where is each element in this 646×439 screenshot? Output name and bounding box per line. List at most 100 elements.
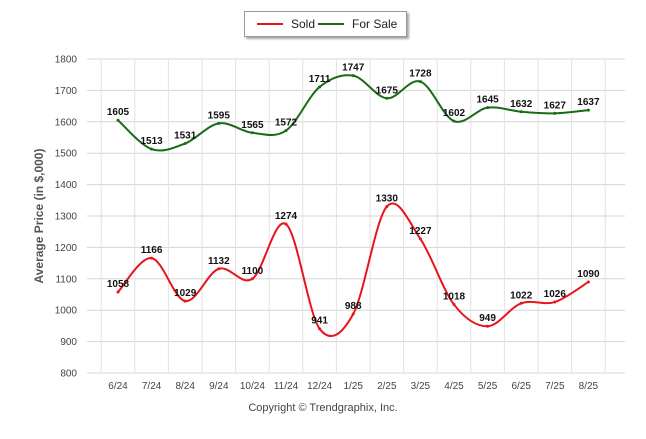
point-sold-11 [486, 324, 490, 328]
data-label-sold-1: 1166 [141, 245, 163, 256]
legend-swatch-for-sale [318, 22, 344, 25]
data-label-for-sale-14: 1637 [577, 97, 600, 108]
x-tick-label-3: 9/24 [209, 381, 229, 392]
series-line-sold [117, 202, 589, 337]
data-label-sold-7: 988 [345, 301, 362, 312]
x-tick-label-11: 5/25 [478, 381, 498, 392]
label-layer: 1058 1166 1029 1132 1100 1274 941 988 1330 1227 10… [107, 63, 600, 327]
point-sold-13 [553, 300, 557, 304]
data-label-sold-14: 1090 [577, 269, 600, 280]
y-tick-label-1400: 1400 [55, 180, 78, 191]
point-sold-12 [519, 301, 523, 305]
point-for-sale-5 [284, 129, 288, 133]
point-for-sale-6 [318, 85, 322, 89]
point-sold-1 [150, 256, 154, 260]
y-tick-label-1300: 1300 [55, 212, 78, 223]
y-tick-label-1000: 1000 [55, 306, 78, 317]
legend: Sold For Sale [244, 11, 407, 37]
data-label-for-sale-11: 1645 [476, 95, 499, 106]
point-for-sale-8 [385, 96, 389, 100]
y-tick-label-900: 900 [60, 337, 77, 348]
series-layer [116, 74, 590, 337]
data-label-for-sale-0: 1605 [107, 107, 130, 118]
point-for-sale-11 [486, 106, 490, 110]
legend-label-sold: Sold [291, 17, 316, 31]
point-for-sale-1 [150, 147, 154, 151]
axis-layer: 800 900 1000 1100 1200 1300 1400 1500 1600 1700 18… [32, 55, 599, 393]
y-tick-label-1700: 1700 [55, 86, 78, 97]
y-tick-label-1200: 1200 [55, 243, 78, 254]
point-sold-14 [586, 280, 590, 284]
x-tick-label-2: 8/24 [175, 381, 195, 392]
data-label-sold-2: 1029 [174, 288, 197, 299]
x-tick-label-12: 6/25 [511, 381, 531, 392]
data-label-for-sale-4: 1565 [241, 120, 264, 131]
data-label-sold-10: 1018 [443, 292, 466, 303]
point-sold-4 [250, 277, 254, 281]
data-label-for-sale-10: 1602 [443, 108, 466, 119]
data-label-for-sale-5: 1572 [275, 118, 298, 129]
point-sold-6 [318, 327, 322, 331]
point-sold-0 [116, 290, 120, 294]
x-tick-label-7: 1/25 [343, 381, 363, 392]
point-for-sale-9 [418, 80, 422, 84]
point-for-sale-12 [519, 110, 523, 114]
copyright-credit: Copyright © Trendgraphix, Inc. [248, 402, 398, 414]
data-label-for-sale-9: 1728 [409, 69, 432, 80]
point-sold-5 [284, 222, 288, 226]
point-sold-7 [351, 312, 355, 316]
data-label-for-sale-12: 1632 [510, 99, 533, 110]
x-tick-label-1: 7/24 [142, 381, 162, 392]
x-tick-label-10: 4/25 [444, 381, 464, 392]
data-label-for-sale-8: 1675 [376, 85, 399, 96]
x-tick-label-6: 12/24 [307, 381, 332, 392]
point-sold-3 [217, 267, 221, 271]
point-for-sale-4 [250, 131, 254, 135]
data-label-sold-6: 941 [311, 316, 328, 327]
x-tick-label-8: 2/25 [377, 381, 397, 392]
x-tick-label-9: 3/25 [411, 381, 431, 392]
y-tick-label-1100: 1100 [55, 274, 77, 285]
data-label-for-sale-7: 1747 [342, 63, 365, 74]
data-label-sold-4: 1100 [242, 266, 264, 277]
legend-item-sold[interactable]: Sold [257, 17, 315, 31]
x-tick-label-4: 10/24 [240, 381, 265, 392]
point-for-sale-3 [217, 121, 221, 125]
data-label-sold-12: 1022 [510, 290, 533, 301]
y-tick-label-1500: 1500 [55, 149, 78, 160]
data-label-sold-9: 1227 [409, 226, 432, 237]
x-tick-label-14: 8/25 [579, 381, 599, 392]
x-tick-label-13: 7/25 [545, 381, 565, 392]
legend-swatch-sold [257, 22, 283, 25]
point-sold-10 [452, 303, 456, 307]
point-sold-8 [385, 205, 389, 209]
point-sold-2 [183, 299, 187, 303]
data-label-sold-5: 1274 [275, 211, 298, 222]
data-label-sold-3: 1132 [208, 256, 230, 267]
data-label-for-sale-6: 1711 [309, 74, 331, 85]
y-tick-label-800: 800 [60, 369, 77, 380]
point-sold-9 [418, 237, 422, 241]
point-for-sale-10 [452, 119, 456, 123]
y-axis-title: Average Price (in $,000) [32, 149, 46, 284]
data-label-sold-13: 1026 [544, 289, 567, 300]
y-tick-label-1800: 1800 [55, 55, 78, 66]
data-label-sold-11: 949 [479, 313, 496, 324]
data-label-for-sale-2: 1531 [174, 130, 197, 141]
data-label-for-sale-1: 1513 [140, 136, 163, 147]
x-tick-label-0: 6/24 [108, 381, 128, 392]
data-label-for-sale-13: 1627 [544, 100, 567, 111]
point-for-sale-2 [183, 141, 187, 145]
x-tick-label-5: 11/24 [274, 381, 299, 392]
legend-label-for-sale: For Sale [352, 17, 398, 31]
point-for-sale-0 [116, 118, 120, 122]
data-label-sold-0: 1058 [107, 279, 130, 290]
data-label-sold-8: 1330 [376, 194, 399, 205]
y-tick-label-1600: 1600 [55, 117, 78, 128]
point-for-sale-13 [553, 111, 557, 115]
data-label-for-sale-3: 1595 [208, 110, 231, 121]
legend-item-for-sale[interactable]: For Sale [318, 17, 397, 31]
point-for-sale-7 [351, 74, 355, 78]
